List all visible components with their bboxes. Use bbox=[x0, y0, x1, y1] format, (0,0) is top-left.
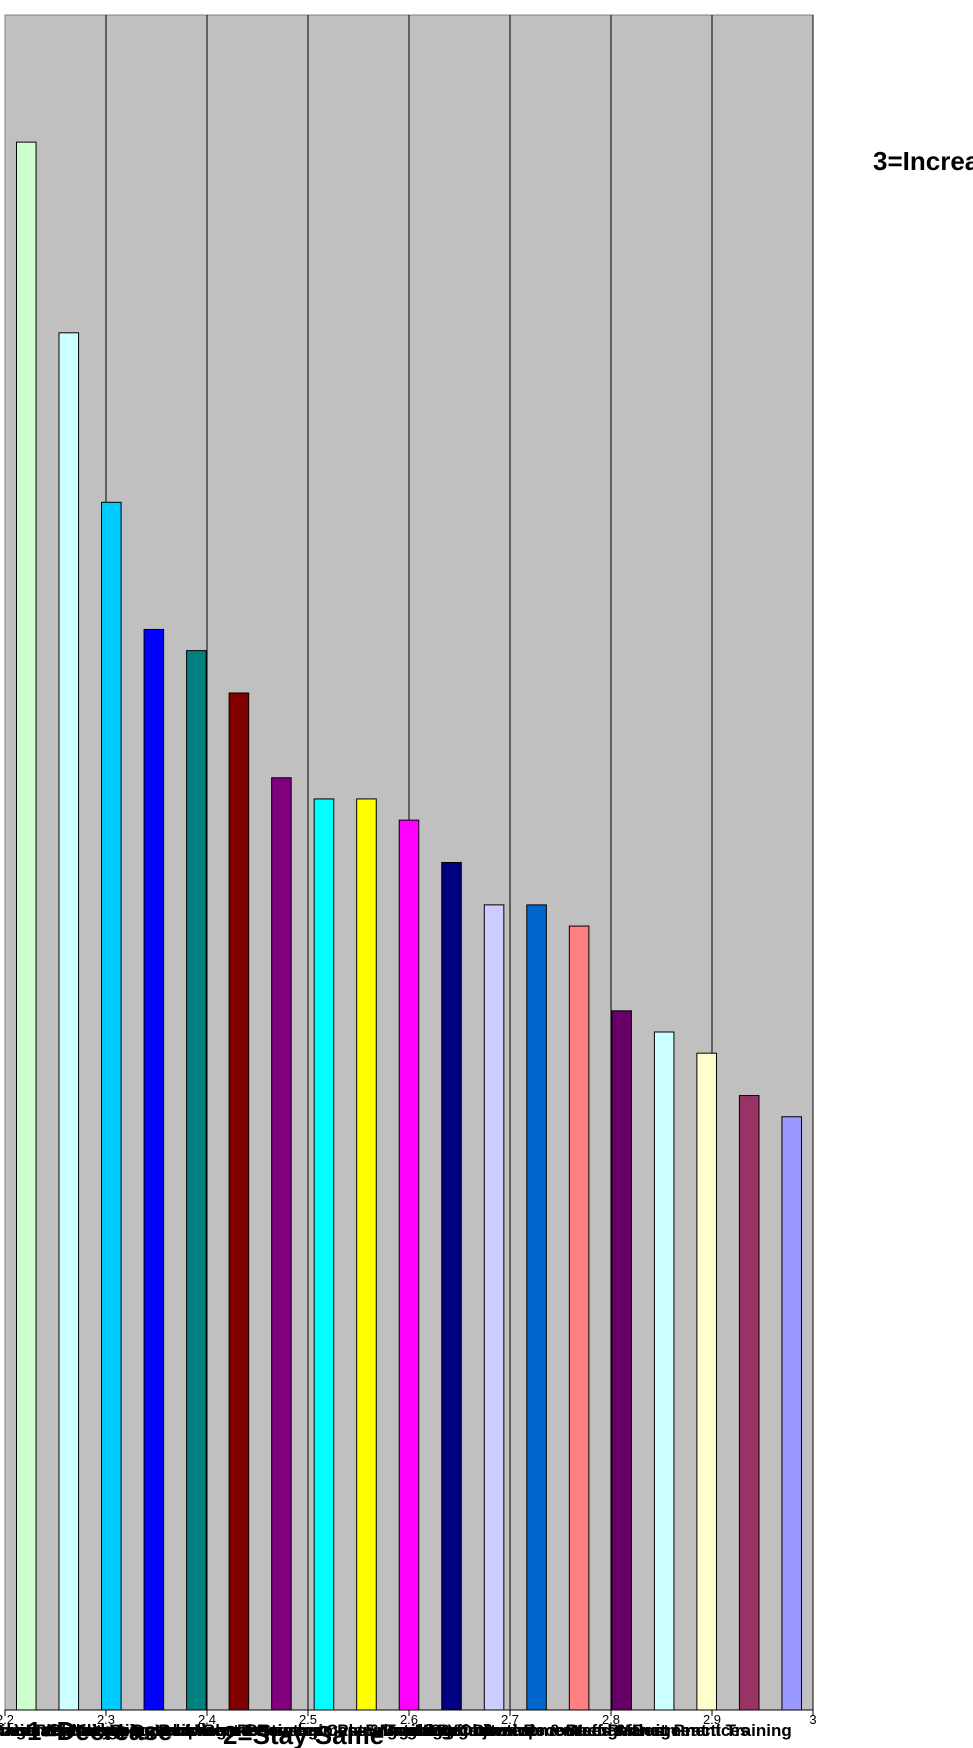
bar bbox=[228, 692, 250, 1711]
value-tick-label: 2.4 bbox=[198, 1712, 216, 1727]
bar bbox=[398, 819, 420, 1711]
value-tick-label: 2.6 bbox=[400, 1712, 418, 1727]
scale-legend: 1=Decrease 2=Stay Same 3=Increase bbox=[27, 146, 973, 1748]
category-label: Strategic Planning bbox=[260, 1721, 409, 1740]
category-labels: FundingAdvocacyRaise VisibilityCoordinat… bbox=[0, 1721, 792, 1740]
bar bbox=[738, 1095, 760, 1711]
category-label: Advocacy bbox=[0, 1721, 69, 1740]
bar bbox=[696, 1052, 717, 1711]
bar bbox=[611, 1010, 632, 1711]
category-label: Engaging Youth bbox=[365, 1721, 494, 1740]
category-label: Awards & Recognition bbox=[483, 1721, 664, 1740]
category-label: Groups of Volunteers bbox=[109, 1721, 282, 1740]
value-tick-label: 2.9 bbox=[703, 1712, 721, 1727]
category-label: Technology Development bbox=[33, 1721, 239, 1740]
bar bbox=[781, 1116, 803, 1711]
scale-mid-label: 2=Stay Same bbox=[223, 1720, 384, 1748]
category-label: Staff Recruitment bbox=[565, 1721, 707, 1740]
category-label: Matching Objectives to Needs bbox=[380, 1721, 622, 1740]
value-axis-ticks: 2.2 2.3 2.4 2.5 2.6 2.7 2.8 2.9 3 bbox=[0, 1710, 817, 1727]
bar bbox=[313, 798, 335, 1711]
scale-low-label: 1=Decrease bbox=[27, 1716, 172, 1746]
bar bbox=[441, 862, 462, 1711]
value-tick-label: 2.2 bbox=[0, 1712, 14, 1727]
bar bbox=[653, 1031, 675, 1711]
category-label: Board Recruitment bbox=[384, 1721, 537, 1740]
category-label: Coordination/Partnerships bbox=[0, 1721, 154, 1740]
value-tick-label: 2.5 bbox=[299, 1712, 317, 1727]
bar bbox=[143, 628, 165, 1711]
category-label: Management Recourses & Best Practices bbox=[415, 1721, 749, 1740]
scale-high-label: 3=Increase bbox=[873, 146, 973, 176]
value-tick-label: 2.3 bbox=[97, 1712, 115, 1727]
category-label: Raise Visibility bbox=[0, 1721, 112, 1740]
bar bbox=[101, 501, 122, 1711]
value-tick-label: 2.7 bbox=[501, 1712, 519, 1727]
bar bbox=[356, 798, 377, 1711]
bar bbox=[568, 925, 590, 1711]
category-label: Managing Volunteer Resources bbox=[71, 1721, 324, 1740]
bars bbox=[15, 141, 803, 1711]
category-label: Board Development & Training bbox=[203, 1721, 451, 1740]
value-tick-label: 3 bbox=[809, 1712, 816, 1727]
category-label: Funding bbox=[0, 1721, 26, 1740]
bar bbox=[271, 777, 292, 1711]
bar bbox=[15, 141, 37, 1711]
category-label: Building a Business Case bbox=[159, 1721, 367, 1740]
category-label: Management Training bbox=[617, 1721, 792, 1740]
category-label: Individual Volunteers bbox=[26, 1721, 197, 1740]
value-tick-label: 2.8 bbox=[602, 1712, 620, 1727]
category-label: Staff Development bbox=[430, 1721, 580, 1740]
bar bbox=[483, 904, 505, 1711]
bar bbox=[186, 650, 207, 1711]
bar bbox=[58, 332, 80, 1711]
bar bbox=[526, 904, 547, 1711]
